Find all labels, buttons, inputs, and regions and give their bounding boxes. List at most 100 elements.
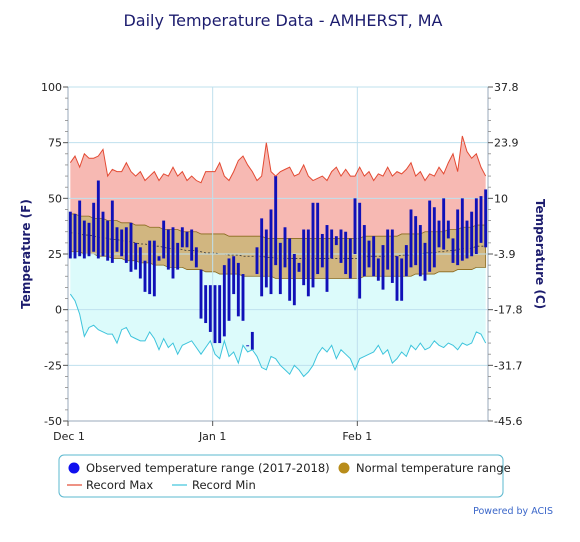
x-tick-label: Feb 1: [342, 430, 372, 443]
observed-bar: [339, 229, 343, 263]
observed-bar: [311, 202, 315, 288]
y-axis-title-right: Temperature (C): [533, 199, 547, 309]
observed-bar: [470, 211, 474, 257]
observed-bar: [92, 202, 96, 252]
observed-bar: [269, 209, 273, 295]
observed-bar: [334, 236, 338, 246]
observed-bar: [110, 200, 114, 263]
chart-title: Daily Temperature Data - AMHERST, MA: [123, 11, 442, 30]
observed-bar: [166, 229, 170, 270]
observed-bar: [297, 262, 301, 272]
legend-observed-label[interactable]: Observed temperature range (2017-2018): [86, 461, 330, 475]
observed-bar: [199, 269, 203, 319]
observed-bar: [204, 285, 208, 324]
observed-bar: [320, 233, 324, 268]
observed-bar: [246, 345, 250, 347]
observed-bar: [236, 262, 240, 317]
y-tick-label-left: 75: [48, 137, 62, 150]
observed-bar: [101, 211, 105, 257]
y-tick-label-left: -50: [44, 415, 62, 428]
observed-bar: [460, 198, 464, 261]
observed-bar: [353, 198, 357, 254]
observed-bar: [362, 225, 366, 277]
observed-bar: [446, 220, 450, 239]
y-axis-title-left: Temperature (F): [19, 199, 33, 309]
observed-bar: [358, 202, 362, 299]
observed-bar: [474, 198, 478, 254]
y-tick-label-left: 0: [55, 304, 62, 317]
observed-bar: [129, 222, 133, 272]
observed-bar: [264, 229, 268, 288]
observed-bar: [395, 256, 399, 301]
observed-bar: [87, 222, 91, 257]
observed-bar: [456, 209, 460, 266]
observed-bar: [157, 256, 161, 261]
observed-bar: [176, 242, 180, 270]
observed-bar: [283, 227, 287, 268]
observed-bar: [78, 200, 82, 257]
y-tick-label-right: 23.9: [494, 137, 519, 150]
observed-bar: [115, 227, 119, 252]
record-max-line: [69, 135, 487, 184]
observed-bar: [278, 242, 282, 295]
observed-bar: [185, 231, 189, 248]
observed-bar: [316, 202, 320, 275]
observed-bar: [400, 258, 404, 301]
legend-observed-symbol: [68, 462, 80, 474]
observed-bar: [451, 238, 455, 263]
observed-bar: [306, 229, 310, 297]
axes: 100 75 50 25 0 -25 -50 37.8 23.9 10 -3.9 -17.8 -31.7…: [41, 81, 522, 443]
observed-bar: [162, 220, 166, 259]
observed-bar: [479, 196, 483, 243]
observed-bar: [208, 285, 212, 332]
observed-bar: [213, 285, 217, 344]
observed-bar: [418, 225, 422, 277]
observed-bar: [302, 229, 306, 286]
legend-normal-label[interactable]: Normal temperature range: [356, 461, 511, 475]
observed-bar: [274, 176, 278, 266]
record-lines: [69, 135, 487, 378]
legend: Observed temperature range (2017-2018) N…: [58, 454, 511, 498]
observed-bar: [484, 189, 488, 248]
observed-bar: [344, 231, 348, 275]
observed-bar: [260, 218, 264, 297]
observed-bar: [255, 247, 259, 275]
observed-bar: [325, 225, 329, 292]
observed-bar: [194, 247, 198, 268]
y-tick-label-right: -3.9: [494, 248, 515, 261]
observed-bar: [348, 238, 352, 279]
legend-record-max-label[interactable]: Record Max: [86, 478, 153, 492]
observed-bar: [138, 247, 142, 279]
observed-bar: [465, 220, 469, 259]
observed-bar: [250, 331, 254, 350]
observed-bar: [423, 242, 427, 281]
observed-bar: [222, 265, 226, 337]
observed-bar: [376, 258, 380, 281]
observed-bar: [367, 240, 371, 268]
x-tick-label: Dec 1: [53, 430, 85, 443]
observed-bar: [190, 229, 194, 261]
y-tick-label-right: -31.7: [494, 359, 522, 372]
observed-bar: [390, 229, 394, 283]
observed-bar: [372, 236, 376, 277]
observed-bar: [152, 240, 156, 297]
credit-link[interactable]: Powered by ACIS: [473, 506, 553, 517]
y-tick-label-left: 25: [48, 248, 62, 261]
observed-bar: [288, 238, 292, 301]
x-tick-label: Jan 1: [198, 430, 226, 443]
observed-bar: [96, 180, 100, 259]
observed-bar: [106, 220, 110, 261]
observed-bar: [134, 242, 138, 270]
observed-bar: [124, 227, 128, 263]
y-tick-label-left: 50: [48, 192, 62, 205]
observed-bar: [68, 211, 72, 259]
observed-bar: [404, 245, 408, 277]
legend-record-min-label[interactable]: Record Min: [192, 478, 256, 492]
observed-bar: [432, 207, 436, 268]
observed-bar: [330, 229, 334, 259]
observed-bar: [442, 198, 446, 250]
observed-bars: [68, 176, 488, 350]
y-tick-label-right: -45.6: [494, 415, 522, 428]
y-tick-label-left: -25: [44, 359, 62, 372]
